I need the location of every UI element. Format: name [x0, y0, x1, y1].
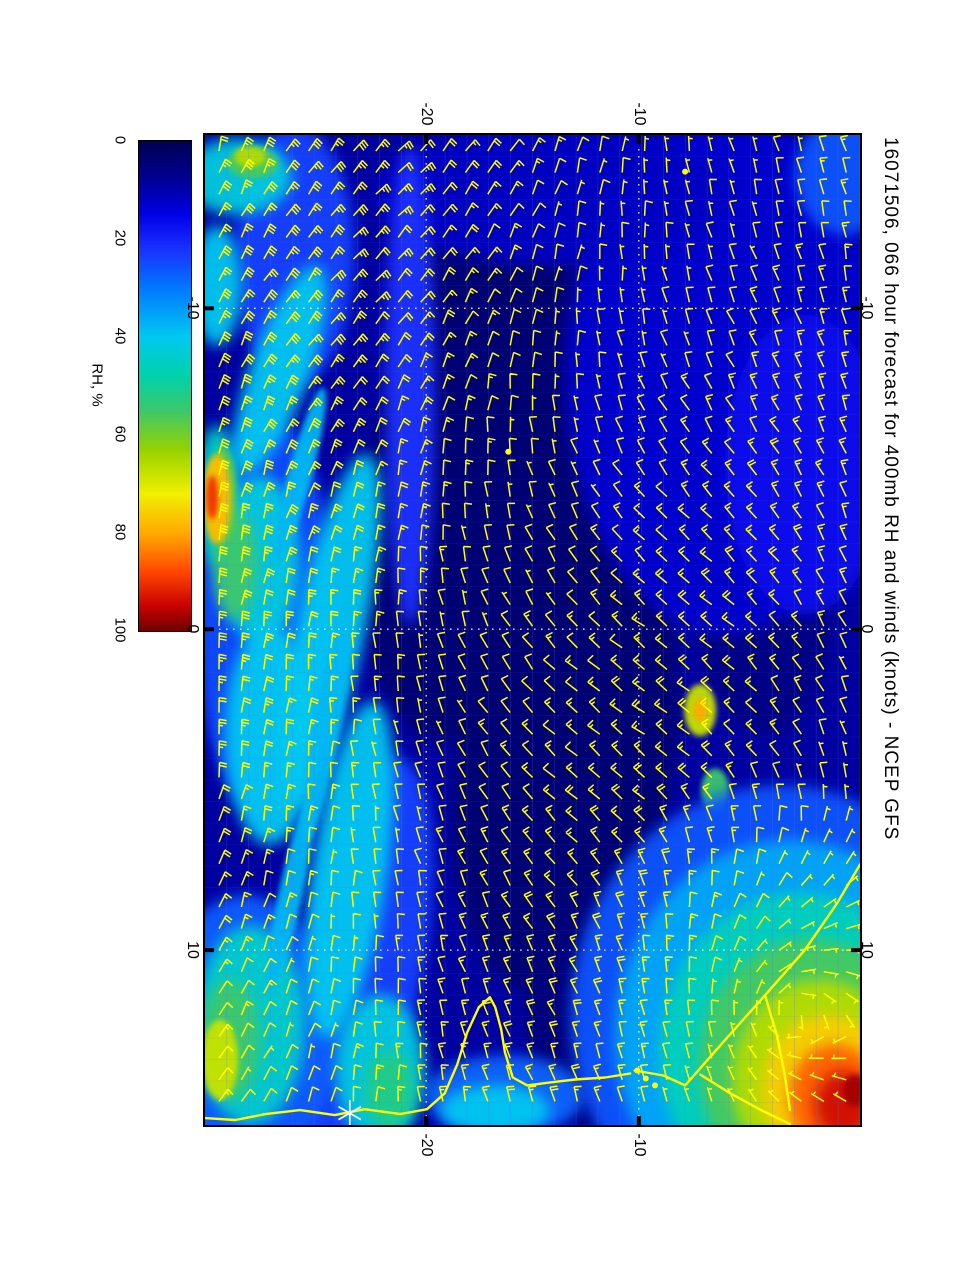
axis-tick-label: 0	[184, 624, 201, 634]
colorbar-tick-label: 80	[111, 523, 129, 541]
frame-tick	[205, 627, 214, 632]
map-frame	[203, 133, 862, 1127]
map-dot-marker	[634, 1067, 641, 1074]
axis-tick-label: -10	[630, 102, 648, 126]
frame-tick	[205, 948, 214, 953]
axis-tick-label: 10	[858, 941, 875, 959]
colorbar-tick-label: 100	[111, 617, 129, 643]
coastline	[205, 996, 632, 1122]
frame-tick	[851, 306, 860, 311]
map-dot-marker	[505, 448, 512, 455]
wind-barbs	[218, 135, 860, 1103]
colorbar-tick-label: 20	[111, 229, 129, 247]
coastline	[683, 863, 860, 1087]
frame-tick	[424, 135, 429, 144]
frame-tick	[636, 1116, 641, 1125]
asterisk-marker	[338, 1100, 362, 1125]
map-dot-marker	[682, 168, 689, 175]
map-dot-marker	[652, 1082, 658, 1089]
axis-tick-label: -20	[418, 102, 436, 126]
map-canvas	[205, 135, 860, 1125]
axis-tick-label: 0	[858, 624, 875, 634]
colorbar-tick-label: 60	[111, 425, 129, 443]
chart-title: 16071506, 066 hour forecast for 400mb RH…	[880, 137, 901, 841]
colorbar-tick-label: 40	[111, 327, 129, 345]
frame-tick	[205, 306, 214, 311]
axis-tick-label: -10	[630, 1133, 648, 1157]
frame-tick	[851, 948, 860, 953]
coastline	[763, 994, 792, 1112]
axis-tick-label: -10	[858, 296, 875, 320]
axis-tick-label: -10	[184, 296, 201, 320]
frame-tick	[424, 1116, 429, 1125]
axis-tick-label: 10	[184, 941, 201, 959]
colorbar-gradient	[139, 141, 191, 631]
coastline	[633, 1069, 687, 1087]
colorbar	[138, 140, 192, 632]
axis-tick-label: -20	[418, 1133, 436, 1157]
frame-tick	[636, 135, 641, 144]
colorbar-label: RH, %	[88, 363, 106, 407]
colorbar-tick-label: 0	[111, 135, 129, 145]
map-dot-marker	[642, 1075, 649, 1082]
frame-tick	[851, 627, 860, 632]
coastline	[699, 1073, 792, 1125]
